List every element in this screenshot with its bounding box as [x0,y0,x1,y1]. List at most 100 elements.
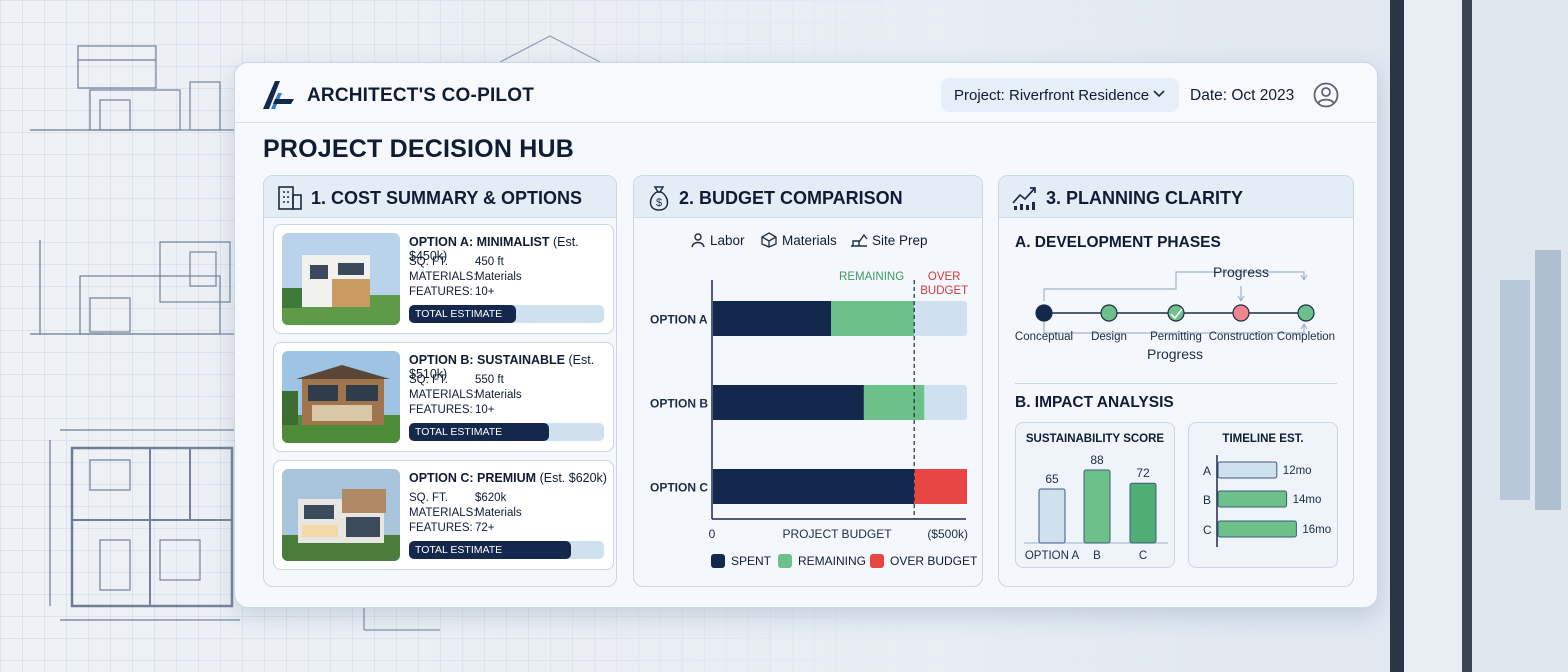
sustainability-score-chart: 65 OPTION A 88 B 72 C [1024,453,1168,562]
budget-comparison-chart: OPTION A OPTION B OPTION C REMAINING OVER BUD… [650,271,968,541]
option-name-c: OPTION C: PREMIUM (Est. $620k) [409,471,607,485]
legend-over-budget: OVER BUDGET [870,554,977,568]
total-estimate-bar-b: TOTAL ESTIMATE [409,423,604,441]
score-value: 88 [1090,453,1104,467]
panel-header: $ 2. BUDGET COMPARISON [634,176,982,218]
legend-remaining: REMAINING [778,554,866,568]
option-features-b: FEATURES: 10+ [409,404,495,416]
legend-spent: SPENT [711,554,771,568]
house-photo-b [282,351,400,443]
planning-clarity-panel: 3. PLANNING CLARITY A. DEVELOPMENT PHASE… [998,175,1354,587]
phase-label-permitting: Permitting [1150,331,1202,343]
page-title: PROJECT DECISION HUB [263,135,574,163]
option-features-a: FEATURES: 10+ [409,286,495,298]
cost-summary-title: 1. COST SUMMARY & OPTIONS [311,188,583,208]
phase-node-completion [1297,304,1315,322]
excavator-icon [851,233,868,247]
phase-label-construction: Construction [1209,331,1274,343]
option-sqft-b: SQ. FT. 550 ft [409,374,504,386]
x-unit-label: ($500k) [927,527,968,541]
dashboard-window: ARCHITECT'S CO-PILOT Project: Riverfront… [234,62,1378,608]
phase-label-design: Design [1091,331,1127,343]
bar-spent [713,301,832,336]
legend-swatch [870,554,884,568]
bar-spent [713,385,864,420]
timeline-value: 12mo [1283,465,1312,477]
legend-swatch [711,554,725,568]
timeline-category: C [1203,523,1212,537]
timeline-category: A [1203,464,1211,478]
timeline-estimate-chart: A 12mo B 14mo C 16mo [1203,455,1331,547]
panel-header: 3. PLANNING CLARITY [999,176,1353,218]
user-avatar-icon[interactable] [1313,82,1339,108]
house-photo-c [282,469,400,561]
phase-node-conceptual [1035,304,1053,322]
check-icon [1170,308,1183,320]
total-estimate-bar-c: TOTAL ESTIMATE [409,541,604,559]
timeline-value: 14mo [1293,494,1322,506]
growth-chart-icon [1012,187,1036,210]
option-sqft-c: SQ. FT. $620k [409,492,507,504]
timeline-bar [1217,461,1278,479]
total-estimate-fill-b: TOTAL ESTIMATE [409,423,550,441]
option-features-c: FEATURES: 72+ [409,522,495,534]
background-window [1390,0,1568,672]
phase-label-conceptual: Conceptual [1015,331,1073,343]
timeline-bar [1217,520,1297,538]
option-card-b[interactable]: OPTION B: SUSTAINABLE (Est. $510k) SQ. F… [273,342,614,452]
category-label: OPTION C [650,481,708,495]
score-bar [1083,469,1111,544]
progress-label-top: Progress [1213,264,1269,280]
option-card-c[interactable]: OPTION C: PREMIUM (Est. $620k) SQ. FT. $6… [273,460,614,570]
score-category: B [1093,550,1101,562]
header-over-budget-line1: OVER [928,271,961,283]
impact-analysis-title: B. IMPACT ANALYSIS [1015,394,1174,411]
phase-node-construction [1232,304,1250,322]
x-start-label: 0 [709,527,716,541]
chevron-down-icon [1153,90,1165,98]
option-materials-c: MATERIALS:Materials [409,507,522,519]
development-phases-timeline: Progress Progress Conceptual Design Permit… [1015,264,1335,362]
timeline-category: B [1203,493,1211,507]
x-axis-label: PROJECT BUDGET [782,527,892,541]
total-estimate-fill-a: TOTAL ESTIMATE [409,305,517,323]
bar-spent [713,469,915,504]
option-name-a: OPTION A: MINIMALIST (Est. $450k) [409,235,579,263]
filter-labor[interactable]: Labor [690,232,745,248]
filter-site-prep[interactable]: Site Prep [850,232,928,248]
score-bar [1038,488,1066,544]
score-value: 72 [1136,466,1150,480]
building-icon [278,186,302,210]
divider [1015,383,1337,384]
bar-over-budget [914,469,967,504]
panel-header: 1. COST SUMMARY & OPTIONS [264,176,616,218]
score-category: OPTION A [1025,550,1080,562]
category-label: OPTION B [650,397,708,411]
total-estimate-fill-c: TOTAL ESTIMATE [409,541,571,559]
score-category: C [1139,550,1147,562]
architect-logo-icon [263,81,294,109]
phase-node-design [1100,304,1118,322]
date-label: Date: Oct 2023 [1190,87,1295,104]
sustainability-score-card: SUSTAINABILITY SCORE 65 OPTION A 88 B 72 C [1015,422,1175,568]
category-label: OPTION A [650,313,708,327]
phase-node-permitting [1167,304,1185,322]
legend-swatch [778,554,792,568]
timeline-estimate-title: TIMELINE EST. [1222,433,1304,445]
project-selector[interactable]: Project: Riverfront Residence [941,78,1179,112]
filter-materials[interactable]: Materials [760,232,837,248]
progress-arrow-top [1043,271,1308,301]
app-title: ARCHITECT'S CO-PILOT [307,85,535,106]
timeline-value: 16mo [1302,524,1331,536]
worker-icon [691,233,705,248]
planning-clarity-title: 3. PLANNING CLARITY [1046,188,1244,208]
svg-text:$: $ [656,197,662,209]
house-photo-a [282,233,400,325]
progress-arrow-bottom [1043,322,1308,334]
option-materials-a: MATERIALS:Materials [409,271,522,283]
option-sqft-a: SQ. FT. 450 ft [409,256,504,268]
phase-label-completion: Completion [1277,331,1335,343]
score-bar [1129,482,1157,544]
option-card-a[interactable]: OPTION A: MINIMALIST (Est. $450k) SQ. FT… [273,224,614,334]
option-name-b: OPTION B: SUSTAINABLE (Est. $510k) [409,353,595,381]
